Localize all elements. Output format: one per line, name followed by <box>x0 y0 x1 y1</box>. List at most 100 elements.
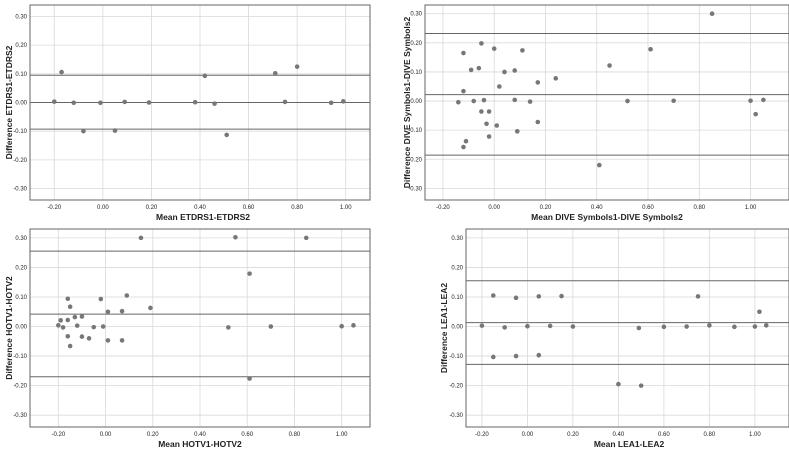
y-axis-label: Difference LEA1-LEA2 <box>439 283 449 373</box>
data-point <box>471 98 477 104</box>
y-tick-label: -0.10 <box>408 128 422 134</box>
x-axis-label: Mean ETDRS1-ETDRS2 <box>156 212 250 222</box>
chart-panel-4: -0.20 0.00 0.20 0.40 0.60 0.80 1.00 -0.30 -0.20 -… <box>439 228 789 449</box>
data-point <box>757 309 762 315</box>
data-point <box>695 294 701 299</box>
data-point <box>91 324 97 330</box>
data-point <box>553 76 559 81</box>
y-tick-label: -0.30 <box>408 186 422 192</box>
x-tick-label: 0.40 <box>591 205 603 211</box>
data-point <box>86 336 92 341</box>
data-point <box>536 352 542 358</box>
data-point <box>56 323 61 328</box>
data-point <box>502 69 507 75</box>
x-tick-label: 0.20 <box>540 205 552 211</box>
y-tick-label: -0.10 <box>13 129 27 135</box>
data-point <box>535 80 541 85</box>
x-axis-label: Mean HOTV1-HOTV2 <box>158 439 242 449</box>
y-tick-label: 0.30 <box>15 14 27 20</box>
data-point <box>536 294 542 299</box>
data-point <box>535 119 541 125</box>
data-point <box>684 324 689 329</box>
x-tick-label: -0.20 <box>47 205 61 211</box>
data-point <box>98 100 103 106</box>
data-point <box>59 69 64 75</box>
y-tick-label: -0.30 <box>13 413 27 419</box>
x-tick-label: 1.00 <box>340 205 352 211</box>
data-point <box>65 296 71 302</box>
data-point <box>616 381 621 387</box>
data-point <box>351 323 356 328</box>
y-axis-label: Difference DIVE Symbols1-DIVE Symbols2 <box>402 16 412 188</box>
data-point <box>502 325 507 330</box>
data-point <box>461 88 466 94</box>
y-axis-label: Difference ETDRS1-ETDRS2 <box>4 45 14 159</box>
y-tick-label: 0.00 <box>15 325 27 331</box>
data-point <box>597 162 602 168</box>
data-point <box>486 109 492 114</box>
x-tick-label: 0.00 <box>100 432 112 438</box>
data-point <box>513 353 519 359</box>
data-point <box>339 323 344 329</box>
data-point <box>625 98 630 104</box>
data-point <box>268 324 274 329</box>
data-point <box>761 97 766 103</box>
y-tick-label: 0.30 <box>451 236 463 242</box>
y-tick-label: -0.20 <box>13 158 27 164</box>
data-point <box>146 100 152 105</box>
data-point <box>272 70 278 76</box>
data-point <box>105 338 111 343</box>
data-point <box>479 323 485 328</box>
y-tick-label: 0.20 <box>15 265 27 271</box>
x-tick-label: -0.20 <box>436 205 450 211</box>
data-point <box>484 121 489 127</box>
data-point <box>72 314 78 320</box>
data-point <box>224 132 230 138</box>
data-point <box>328 100 334 106</box>
data-point <box>559 293 564 299</box>
data-point <box>732 324 737 330</box>
y-tick-label: 0.10 <box>410 70 422 76</box>
x-tick-label: 1.00 <box>336 432 348 438</box>
x-tick-label: 0.20 <box>567 432 579 438</box>
data-point <box>124 293 130 298</box>
x-tick-label: -0.20 <box>475 432 489 438</box>
data-point <box>671 98 676 104</box>
data-point <box>202 73 208 79</box>
data-point <box>138 235 144 241</box>
x-tick-label: 0.80 <box>289 432 301 438</box>
data-point <box>481 97 487 103</box>
y-tick-label: -0.20 <box>449 384 463 390</box>
data-point <box>636 325 642 331</box>
data-point <box>119 308 125 314</box>
data-point <box>638 383 644 388</box>
x-tick-label: 0.00 <box>488 205 500 211</box>
y-tick-label: 0.30 <box>410 12 422 18</box>
y-tick-label: 0.00 <box>15 101 27 107</box>
data-point <box>753 111 758 117</box>
data-point <box>67 343 73 349</box>
data-point <box>491 46 497 51</box>
plot-frame <box>29 228 371 428</box>
data-point <box>51 99 57 104</box>
data-point <box>514 129 520 134</box>
y-tick-label: 0.10 <box>15 72 27 78</box>
data-point <box>65 333 71 339</box>
x-tick-label: 1.00 <box>749 432 761 438</box>
y-tick-label: 0.10 <box>15 295 27 301</box>
y-tick-label: 0.20 <box>410 41 422 47</box>
x-tick-label: 0.00 <box>97 205 109 211</box>
y-tick-label: 0.30 <box>15 236 27 242</box>
data-point <box>709 11 715 17</box>
data-point <box>513 295 519 301</box>
data-point <box>60 325 66 330</box>
data-point <box>463 138 469 144</box>
data-point <box>461 144 466 150</box>
data-point <box>212 101 217 106</box>
chart-panel-3: -0.20 0.00 0.20 0.40 0.60 0.80 1.00 -0.30 -0.20 -… <box>4 228 371 449</box>
x-tick-label: 0.60 <box>243 205 255 211</box>
data-point <box>607 63 612 68</box>
data-point <box>497 84 502 89</box>
x-tick-label: 0.40 <box>194 432 206 438</box>
data-point <box>748 98 753 104</box>
